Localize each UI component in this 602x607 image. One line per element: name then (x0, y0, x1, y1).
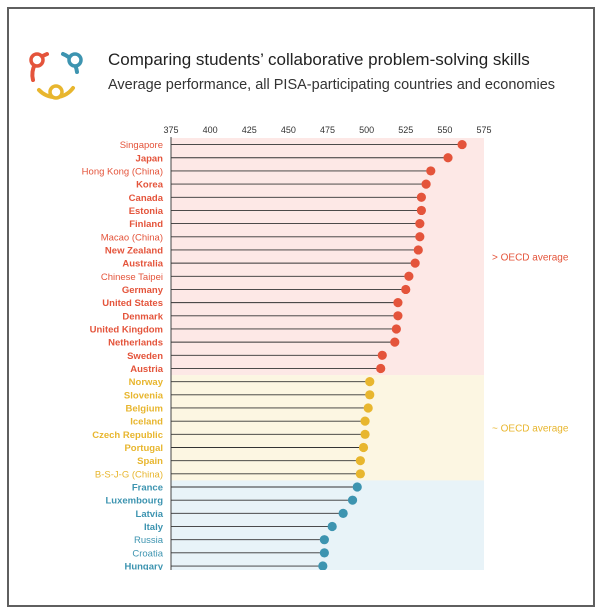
lollipop-dot (401, 284, 411, 295)
x-tick-label: 375 (163, 125, 178, 135)
x-tick-label: 475 (320, 125, 335, 135)
row-label: Canada (129, 193, 164, 204)
lollipop-dot (318, 561, 328, 570)
lollipop-dot (365, 377, 375, 387)
lollipop-dot (393, 298, 403, 308)
row-label: Denmark (122, 311, 163, 322)
lollipop-dot (319, 535, 329, 545)
x-tick-label: 550 (437, 125, 452, 135)
x-tick-label: 450 (281, 125, 296, 135)
row-label: Russia (134, 535, 164, 546)
row-label: Korea (136, 180, 164, 191)
row-label: Slovenia (124, 390, 164, 401)
band-label-above: > OECD average (492, 253, 569, 264)
lollipop-dot (416, 205, 426, 216)
lollipop-dot (377, 350, 387, 360)
lollipop-dot (365, 390, 375, 400)
row-label: Netherlands (108, 338, 163, 349)
row-label: United Kingdom (90, 324, 163, 335)
row-label: Luxembourg (105, 496, 163, 507)
lollipop-dot (413, 245, 423, 255)
lollipop-dot (410, 258, 420, 268)
lollipop-dot (376, 363, 386, 374)
row-label: Australia (122, 259, 163, 270)
row-label: Iceland (130, 417, 163, 428)
lollipop-dot (416, 192, 426, 202)
row-label: New Zealand (105, 245, 163, 256)
lollipop-dot (404, 271, 414, 281)
row-label: Austria (130, 364, 163, 375)
chart-title: Comparing students’ collaborative proble… (108, 50, 530, 69)
row-label: B-S-J-G (China) (95, 469, 163, 480)
row-label: Singapore (120, 140, 163, 151)
chart-subtitle: Average performance, all PISA-participat… (108, 77, 556, 93)
lollipop-dot (352, 482, 362, 492)
lollipop-dot (415, 232, 425, 242)
lollipop-dot (327, 521, 337, 532)
lollipop-dot (338, 508, 348, 518)
row-label: Italy (144, 522, 164, 533)
lollipop-dot (358, 442, 369, 453)
row-label: Hungary (124, 562, 163, 570)
row-label: Finland (129, 219, 163, 230)
band-above (171, 138, 484, 376)
lollipop-dot (347, 495, 358, 505)
lollipop-dot (421, 179, 431, 189)
band-label-similar: ~ OECD average (492, 424, 569, 435)
row-label: Hong Kong (China) (82, 166, 163, 177)
x-tick-label: 525 (398, 125, 413, 135)
row-label: Latvia (136, 509, 164, 520)
lollipop-dot (360, 416, 370, 426)
lollipop-dot (360, 429, 370, 439)
row-label: Germany (122, 285, 164, 296)
row-label: France (132, 483, 163, 494)
lollipop-dot (363, 403, 373, 413)
band-similar (171, 375, 484, 481)
x-tick-label: 575 (476, 125, 491, 135)
row-label: Croatia (132, 548, 163, 559)
collaboration-logo-icon (29, 52, 83, 100)
lollipop-dot (426, 166, 436, 176)
row-label: Japan (136, 153, 164, 164)
row-label: Chinese Taipei (101, 272, 163, 283)
row-label: Portugal (124, 443, 163, 454)
lollipop-dot (443, 153, 453, 163)
lollipop-dot (415, 219, 425, 229)
band-below (171, 480, 484, 570)
row-label: Spain (137, 456, 163, 467)
lollipop-dot (355, 456, 365, 466)
lollipop-dot (393, 311, 403, 321)
row-label: Belgium (126, 403, 163, 414)
x-tick-label: 400 (203, 125, 218, 135)
row-label: Czech Republic (92, 430, 163, 441)
lollipop-dot (355, 469, 365, 479)
lollipop-dot (391, 324, 401, 334)
row-label: Sweden (127, 351, 163, 362)
x-tick-label: 500 (359, 125, 374, 135)
lollipop-dot (319, 548, 329, 558)
lollipop-dot (390, 337, 400, 347)
lollipop-chart: > OECD average ~ OECD average 375 400 425 450… (82, 125, 569, 570)
row-label: Estonia (129, 206, 164, 217)
row-label: Macao (China) (101, 232, 163, 243)
x-tick-label: 425 (242, 125, 257, 135)
row-label: Norway (129, 377, 164, 388)
row-label: United States (102, 298, 163, 309)
lollipop-dot (457, 139, 467, 150)
